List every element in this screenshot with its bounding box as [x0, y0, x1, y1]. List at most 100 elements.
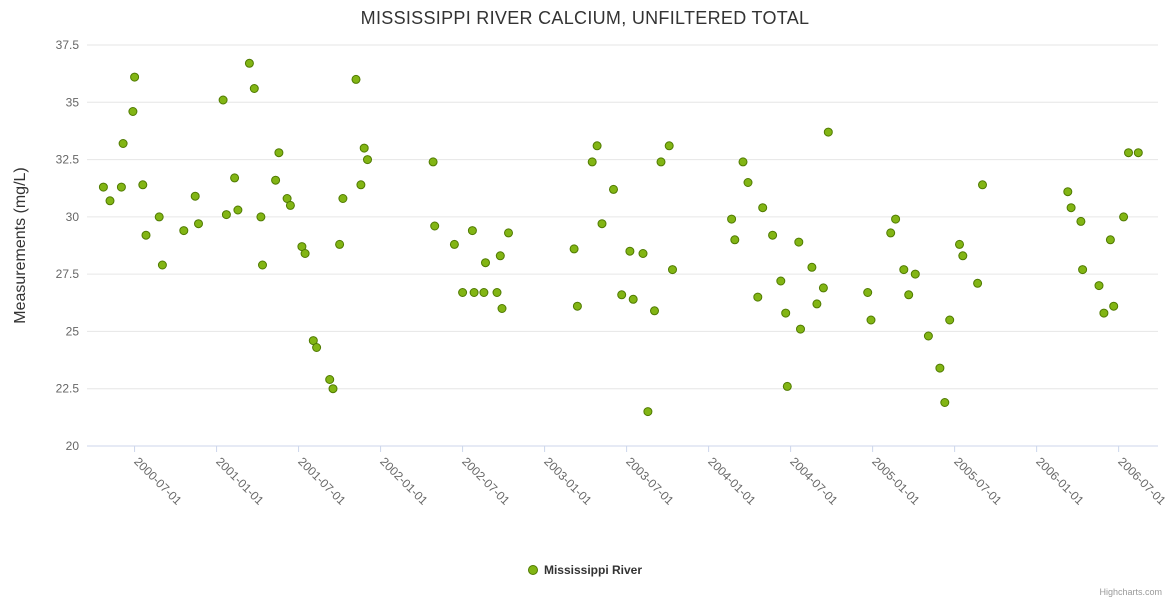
data-point[interactable] [891, 214, 901, 224]
data-point[interactable] [116, 182, 126, 192]
data-point[interactable] [428, 157, 438, 167]
data-point[interactable] [796, 324, 805, 334]
data-point[interactable] [335, 239, 345, 249]
data-point[interactable] [1094, 281, 1104, 291]
data-point[interactable] [274, 148, 284, 158]
data-point[interactable] [492, 288, 502, 297]
data-point[interactable] [495, 251, 505, 261]
data-point[interactable] [572, 301, 582, 311]
data-point[interactable] [807, 262, 817, 272]
data-point[interactable] [458, 288, 468, 297]
data-point[interactable] [609, 184, 618, 194]
data-point[interactable] [597, 219, 607, 229]
data-point[interactable] [768, 230, 778, 240]
data-point[interactable] [300, 249, 310, 258]
data-point[interactable] [973, 278, 983, 288]
data-point[interactable] [1099, 308, 1109, 318]
data-point[interactable] [782, 381, 792, 391]
data-point[interactable] [351, 74, 361, 84]
data-point[interactable] [727, 214, 737, 224]
data-point[interactable] [154, 212, 164, 222]
data-point[interactable] [758, 203, 768, 213]
data-point[interactable] [617, 290, 627, 300]
data-point[interactable] [179, 226, 189, 236]
data-point[interactable] [312, 343, 322, 352]
data-point[interactable] [738, 157, 748, 167]
data-point[interactable] [818, 283, 828, 293]
data-point[interactable] [325, 375, 335, 384]
data-point[interactable] [504, 228, 513, 238]
data-point[interactable] [221, 210, 231, 220]
data-point[interactable] [656, 157, 666, 167]
data-point[interactable] [866, 315, 876, 325]
data-point[interactable] [650, 306, 659, 316]
data-point[interactable] [923, 331, 933, 341]
data-point[interactable] [1076, 216, 1086, 226]
data-point[interactable] [233, 205, 243, 215]
data-point[interactable] [1063, 187, 1073, 197]
data-point[interactable] [105, 196, 115, 206]
data-point[interactable] [359, 143, 369, 153]
data-point[interactable] [467, 226, 477, 236]
data-point[interactable] [194, 219, 203, 229]
data-point[interactable] [449, 239, 459, 249]
data-point[interactable] [1133, 148, 1143, 158]
data-point[interactable] [904, 290, 914, 300]
data-point[interactable] [812, 299, 822, 309]
data-point[interactable] [863, 288, 873, 297]
data-point[interactable] [899, 265, 909, 275]
data-point[interactable] [668, 265, 677, 275]
legend-item-mississippi-river[interactable]: Mississippi River [527, 563, 642, 577]
data-point[interactable] [955, 239, 964, 249]
data-point[interactable] [886, 228, 896, 238]
data-point[interactable] [128, 107, 138, 116]
data-point[interactable] [935, 363, 945, 373]
data-point[interactable] [587, 157, 597, 167]
data-point[interactable] [157, 260, 167, 270]
data-point[interactable] [356, 180, 366, 190]
data-point[interactable] [569, 244, 579, 254]
highcharts-credits[interactable]: Highcharts.com [1099, 587, 1162, 597]
data-point[interactable] [256, 212, 266, 222]
data-point[interactable] [328, 384, 338, 394]
data-point[interactable] [1078, 265, 1088, 275]
data-point[interactable] [625, 246, 635, 256]
data-point[interactable] [285, 200, 295, 210]
data-point[interactable] [271, 175, 281, 185]
data-point[interactable] [218, 95, 228, 105]
data-point[interactable] [141, 230, 151, 240]
data-point[interactable] [643, 407, 653, 417]
data-point[interactable] [1105, 235, 1115, 245]
data-point[interactable] [743, 178, 753, 187]
data-point[interactable] [978, 180, 987, 190]
data-point[interactable] [481, 258, 490, 268]
data-point[interactable] [940, 398, 950, 407]
data-point[interactable] [190, 191, 200, 201]
data-point[interactable] [258, 260, 267, 270]
data-point[interactable] [249, 84, 259, 93]
data-point[interactable] [244, 58, 254, 68]
data-point[interactable] [958, 251, 968, 261]
data-point[interactable] [910, 269, 920, 279]
data-point[interactable] [497, 304, 507, 313]
data-point[interactable] [638, 249, 648, 258]
data-point[interactable] [230, 173, 240, 183]
data-point[interactable] [430, 221, 440, 231]
data-point[interactable] [1124, 148, 1133, 158]
data-point[interactable] [138, 180, 148, 190]
data-point[interactable] [794, 237, 804, 247]
data-point[interactable] [776, 276, 786, 286]
data-point[interactable] [479, 288, 489, 297]
data-point[interactable] [98, 182, 108, 192]
data-point[interactable] [781, 308, 791, 318]
data-point[interactable] [363, 155, 372, 165]
data-point[interactable] [753, 292, 763, 302]
data-point[interactable] [628, 294, 638, 304]
data-point[interactable] [664, 141, 674, 151]
data-point[interactable] [592, 141, 602, 151]
data-point[interactable] [1109, 301, 1119, 311]
data-point[interactable] [1119, 212, 1129, 222]
data-point[interactable] [338, 194, 348, 203]
data-point[interactable] [730, 235, 740, 245]
data-point[interactable] [945, 315, 955, 325]
